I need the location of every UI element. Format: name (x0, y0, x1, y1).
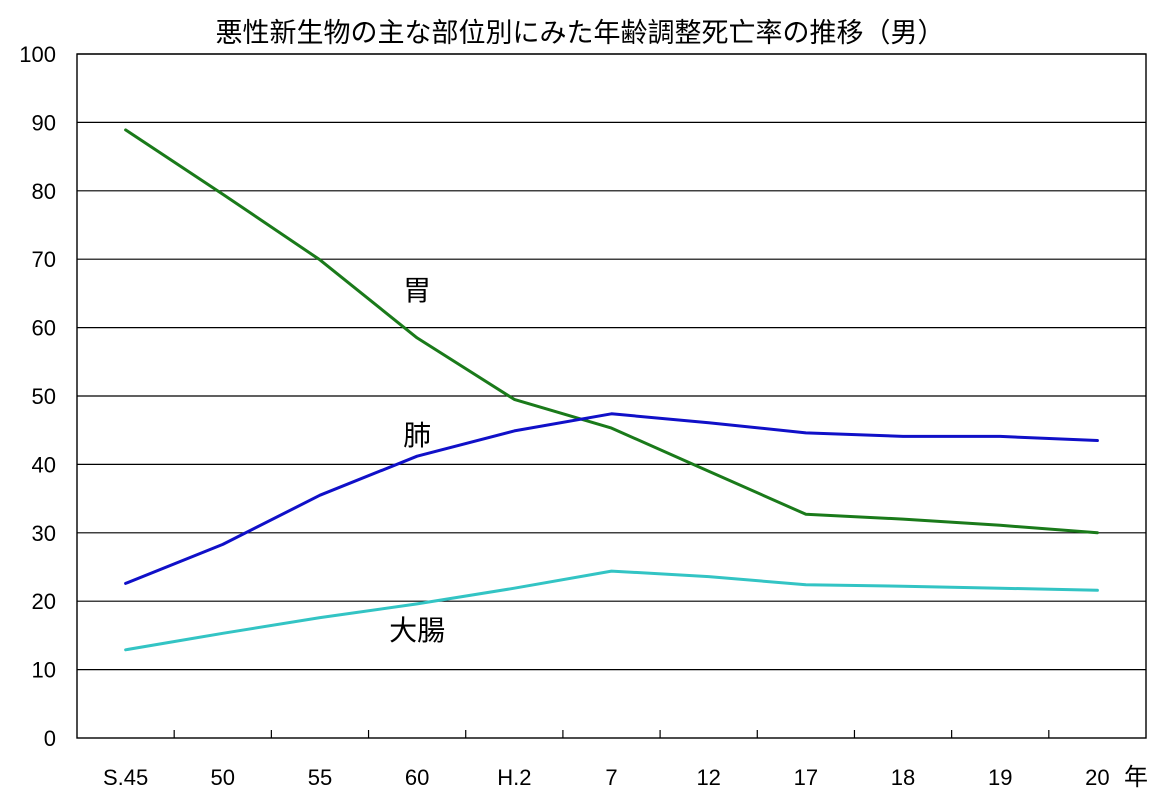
y-tick-label: 70 (32, 247, 56, 272)
x-tick-label: 50 (211, 765, 235, 790)
series-label-1: 肺 (403, 419, 431, 452)
x-tick-label: 17 (794, 765, 818, 790)
series-label-2: 大腸 (389, 614, 445, 647)
y-tick-label: 30 (32, 521, 56, 546)
y-tick-label: 20 (32, 589, 56, 614)
chart-title: 悪性新生物の主な部位別にみた年齢調整死亡率の推移（男） (216, 18, 945, 49)
y-tick-label: 10 (32, 658, 56, 683)
series-line-0 (124, 128, 1099, 535)
x-tick-label: 7 (605, 765, 617, 790)
x-tick-label: S.45 (103, 765, 148, 790)
y-tick-label: 40 (32, 452, 56, 477)
x-tick-label: 18 (891, 765, 915, 790)
y-tick-label: 0 (44, 726, 56, 751)
x-tick-label: 60 (405, 765, 429, 790)
x-tick-label: H.2 (497, 765, 531, 790)
x-tick-label: 19 (988, 765, 1012, 790)
x-tick-label: 20 (1085, 765, 1109, 790)
x-tick-label: 12 (696, 765, 720, 790)
y-tick-label: 100 (19, 42, 56, 67)
y-tick-label: 60 (32, 316, 56, 341)
series-lines (124, 128, 1099, 652)
y-tick-label: 90 (32, 110, 56, 135)
y-tick-labels: 0 10 20 30 40 50 60 70 80 90 100 (19, 42, 56, 751)
grid (77, 53, 1146, 671)
axes (76, 53, 1147, 739)
y-tick-label: 80 (32, 179, 56, 204)
y-tick-label: 50 (32, 384, 56, 409)
x-tick-label: 55 (308, 765, 332, 790)
x-tick-labels: S.45 50 55 60 H.2 7 12 17 18 19 20 (103, 765, 1110, 790)
series-label-0: 胃 (403, 274, 431, 307)
x-unit-label: 年 (1124, 763, 1148, 791)
series-line-2 (124, 569, 1099, 652)
plot-area-border (76, 53, 1147, 739)
series-line-1 (124, 412, 1099, 585)
